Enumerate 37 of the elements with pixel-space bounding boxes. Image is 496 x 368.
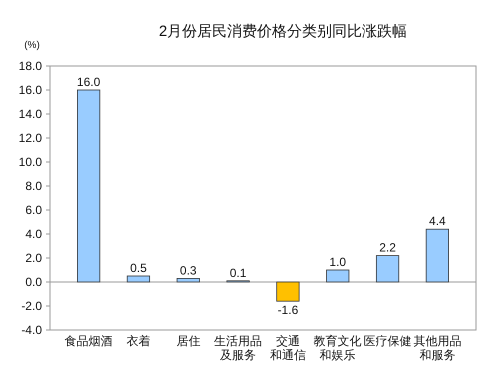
bar xyxy=(326,270,350,282)
bar xyxy=(176,278,200,282)
y-tick-label: 12.0 xyxy=(18,131,42,146)
x-tick-label: 生活用品及服务 xyxy=(214,334,262,362)
y-tick-label: 18.0 xyxy=(18,59,42,74)
bar xyxy=(426,228,449,282)
data-label: 0.1 xyxy=(230,266,247,280)
x-tick-label: 教育文化和娱乐 xyxy=(314,334,362,362)
y-tick-label: 2.0 xyxy=(25,251,42,266)
data-label: 4.4 xyxy=(429,214,446,228)
bar xyxy=(77,90,100,282)
data-label: 0.5 xyxy=(130,261,148,275)
y-axis-title: (%) xyxy=(24,40,40,51)
x-tick-label: 其他用品和服务 xyxy=(413,334,462,362)
chart-title: 2月份居民消费价格分类别同比涨跌幅 xyxy=(158,23,408,40)
x-tick-label: 居住 xyxy=(176,334,200,348)
y-tick-label: 6.0 xyxy=(25,203,42,218)
x-tick-label: 交通和通信 xyxy=(270,334,306,362)
y-tick-label: 10.0 xyxy=(18,155,42,170)
data-label: 0.3 xyxy=(180,263,197,278)
y-tick-label: 4.0 xyxy=(25,227,42,242)
bar xyxy=(376,255,400,282)
y-tick-label: -2.0 xyxy=(21,299,42,314)
bar xyxy=(126,276,150,282)
y-tick-label: 8.0 xyxy=(25,179,42,194)
y-tick-label: 0.0 xyxy=(25,275,42,290)
x-tick-label: 衣着 xyxy=(126,334,150,348)
x-tick-label: 食品烟酒 xyxy=(64,334,113,348)
y-tick-label: 16.0 xyxy=(18,83,42,98)
data-label: 16.0 xyxy=(76,75,101,89)
data-label: -1.6 xyxy=(278,303,299,318)
x-tick-label: 医疗保健 xyxy=(364,334,412,348)
y-tick-label: -4.0 xyxy=(21,323,42,338)
y-tick-label: 14.0 xyxy=(18,107,42,122)
data-label: 1.0 xyxy=(329,255,346,269)
bar xyxy=(276,282,300,302)
data-label: 2.2 xyxy=(379,240,396,255)
